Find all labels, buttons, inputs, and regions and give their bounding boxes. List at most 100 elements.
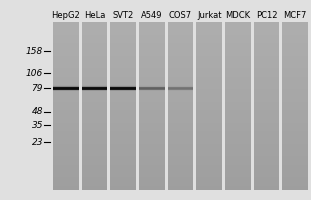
- Bar: [168, 148, 193, 152]
- Bar: [53, 89, 79, 93]
- Bar: [110, 68, 136, 72]
- Bar: [225, 140, 251, 144]
- Bar: [110, 182, 136, 186]
- Bar: [225, 89, 251, 93]
- Bar: [139, 127, 165, 131]
- Bar: [82, 152, 107, 156]
- Bar: [53, 77, 79, 81]
- Text: MCF7: MCF7: [284, 11, 307, 20]
- Bar: [282, 165, 308, 169]
- Bar: [168, 144, 193, 148]
- Bar: [225, 102, 251, 106]
- Bar: [282, 72, 308, 77]
- Bar: [82, 182, 107, 186]
- Bar: [254, 72, 279, 77]
- Bar: [196, 102, 222, 106]
- Bar: [139, 56, 165, 60]
- Bar: [225, 22, 251, 26]
- Bar: [139, 72, 165, 77]
- Bar: [196, 72, 222, 77]
- Bar: [254, 140, 279, 144]
- Bar: [82, 127, 107, 131]
- Bar: [168, 26, 193, 30]
- Bar: [139, 186, 165, 190]
- Bar: [254, 26, 279, 30]
- Bar: [53, 72, 79, 77]
- Bar: [53, 156, 79, 161]
- Bar: [196, 156, 222, 161]
- Bar: [139, 60, 165, 64]
- Bar: [196, 93, 222, 98]
- Bar: [53, 51, 79, 56]
- Bar: [168, 169, 193, 173]
- Text: SVT2: SVT2: [113, 11, 134, 20]
- Bar: [110, 152, 136, 156]
- Bar: [196, 98, 222, 102]
- Bar: [225, 156, 251, 161]
- Bar: [168, 182, 193, 186]
- Bar: [139, 140, 165, 144]
- Bar: [110, 165, 136, 169]
- Bar: [254, 152, 279, 156]
- Bar: [282, 114, 308, 119]
- Bar: [254, 89, 279, 93]
- Bar: [82, 173, 107, 177]
- Bar: [168, 152, 193, 156]
- Bar: [196, 81, 222, 85]
- Bar: [196, 177, 222, 182]
- Bar: [110, 39, 136, 43]
- Bar: [225, 64, 251, 68]
- Bar: [53, 135, 79, 140]
- Bar: [168, 123, 193, 127]
- Bar: [196, 140, 222, 144]
- Bar: [53, 123, 79, 127]
- Bar: [196, 77, 222, 81]
- Bar: [168, 22, 193, 26]
- Bar: [53, 119, 79, 123]
- Bar: [254, 60, 279, 64]
- Bar: [53, 186, 79, 190]
- Bar: [82, 51, 107, 56]
- Bar: [139, 30, 165, 35]
- Bar: [110, 43, 136, 47]
- Bar: [53, 152, 79, 156]
- Bar: [110, 93, 136, 98]
- Bar: [168, 173, 193, 177]
- Bar: [139, 182, 165, 186]
- Bar: [82, 35, 107, 39]
- Bar: [139, 89, 165, 93]
- Bar: [196, 114, 222, 119]
- Bar: [110, 114, 136, 119]
- Bar: [196, 43, 222, 47]
- Bar: [82, 85, 107, 89]
- Bar: [196, 110, 222, 114]
- Bar: [110, 140, 136, 144]
- Bar: [139, 43, 165, 47]
- Bar: [196, 123, 222, 127]
- Bar: [110, 47, 136, 51]
- Bar: [168, 110, 193, 114]
- Bar: [225, 123, 251, 127]
- Bar: [82, 64, 107, 68]
- Bar: [282, 169, 308, 173]
- Bar: [168, 89, 193, 93]
- Bar: [110, 77, 136, 81]
- Bar: [282, 131, 308, 135]
- Bar: [168, 127, 193, 131]
- Bar: [139, 114, 165, 119]
- Bar: [168, 98, 193, 102]
- Bar: [254, 98, 279, 102]
- Bar: [82, 169, 107, 173]
- Bar: [282, 140, 308, 144]
- Bar: [254, 56, 279, 60]
- Bar: [196, 186, 222, 190]
- Bar: [110, 60, 136, 64]
- Bar: [282, 161, 308, 165]
- Bar: [168, 60, 193, 64]
- Bar: [82, 93, 107, 98]
- Bar: [110, 148, 136, 152]
- Bar: [254, 106, 279, 110]
- Bar: [82, 30, 107, 35]
- Bar: [110, 102, 136, 106]
- Bar: [282, 93, 308, 98]
